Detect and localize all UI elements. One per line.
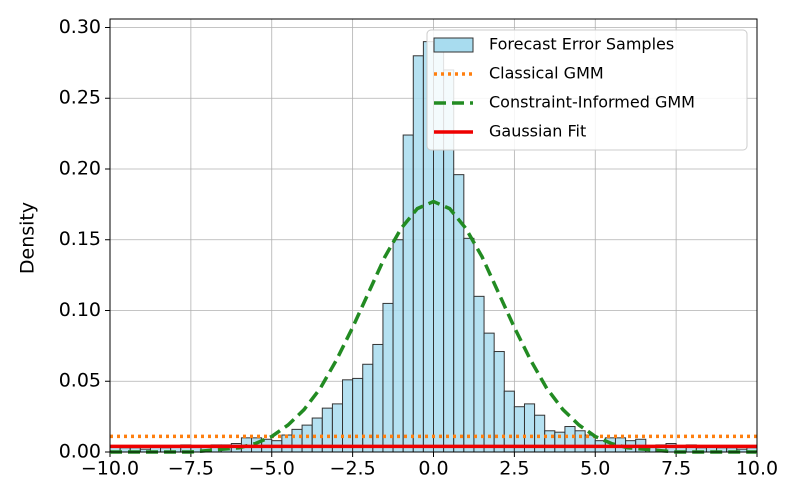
legend-swatch <box>433 37 474 53</box>
legend-label: Classical GMM <box>489 64 604 83</box>
legend-box <box>426 29 748 151</box>
histogram-bar <box>362 363 374 453</box>
x-tick-label: −7.5 <box>168 458 214 480</box>
legend-label: Constraint-Informed GMM <box>489 93 695 112</box>
histogram-bar <box>342 379 354 453</box>
histogram-bar <box>352 377 364 453</box>
histogram-bar <box>463 237 475 453</box>
histogram-bar <box>473 295 485 453</box>
histogram-bar <box>453 174 465 453</box>
histogram-bar <box>544 430 556 453</box>
y-tick-label: 0.10 <box>59 299 101 321</box>
plot-frame <box>109 18 758 453</box>
y-tick-label: 0.30 <box>59 16 101 38</box>
histogram-bar <box>483 332 495 453</box>
legend-label: Forecast Error Samples <box>489 35 674 54</box>
y-tick-label: 0.20 <box>59 157 101 179</box>
histogram-bar <box>402 134 414 453</box>
histogram-bar <box>503 390 515 453</box>
histogram-bar <box>564 426 576 453</box>
x-tick-label: −5.0 <box>249 458 295 480</box>
x-tick-label: −2.5 <box>330 458 376 480</box>
y-axis-label: Density <box>17 202 39 274</box>
y-tick-label: 0.00 <box>59 441 101 463</box>
x-tick-label: 2.5 <box>499 458 529 480</box>
legend: Forecast Error Samples Classical GMM Const… <box>426 29 748 151</box>
y-tick-label: 0.05 <box>59 370 101 392</box>
histogram-bar <box>574 430 586 453</box>
x-tick-label: 7.5 <box>661 458 691 480</box>
x-tick-label: 0.0 <box>418 458 448 480</box>
y-tick-label: 0.15 <box>59 228 101 250</box>
x-tick-label: 5.0 <box>580 458 610 480</box>
histogram-bar <box>412 55 424 453</box>
line-series <box>110 199 757 454</box>
histogram-bar <box>392 239 404 453</box>
histogram-bar <box>291 428 303 453</box>
legend-label: Gaussian Fit <box>489 122 586 141</box>
histogram-bar <box>382 302 394 453</box>
x-tick-label: 10.0 <box>736 458 778 480</box>
y-tick-label: 0.25 <box>59 87 101 109</box>
x-tick-label: −10.0 <box>81 458 139 480</box>
